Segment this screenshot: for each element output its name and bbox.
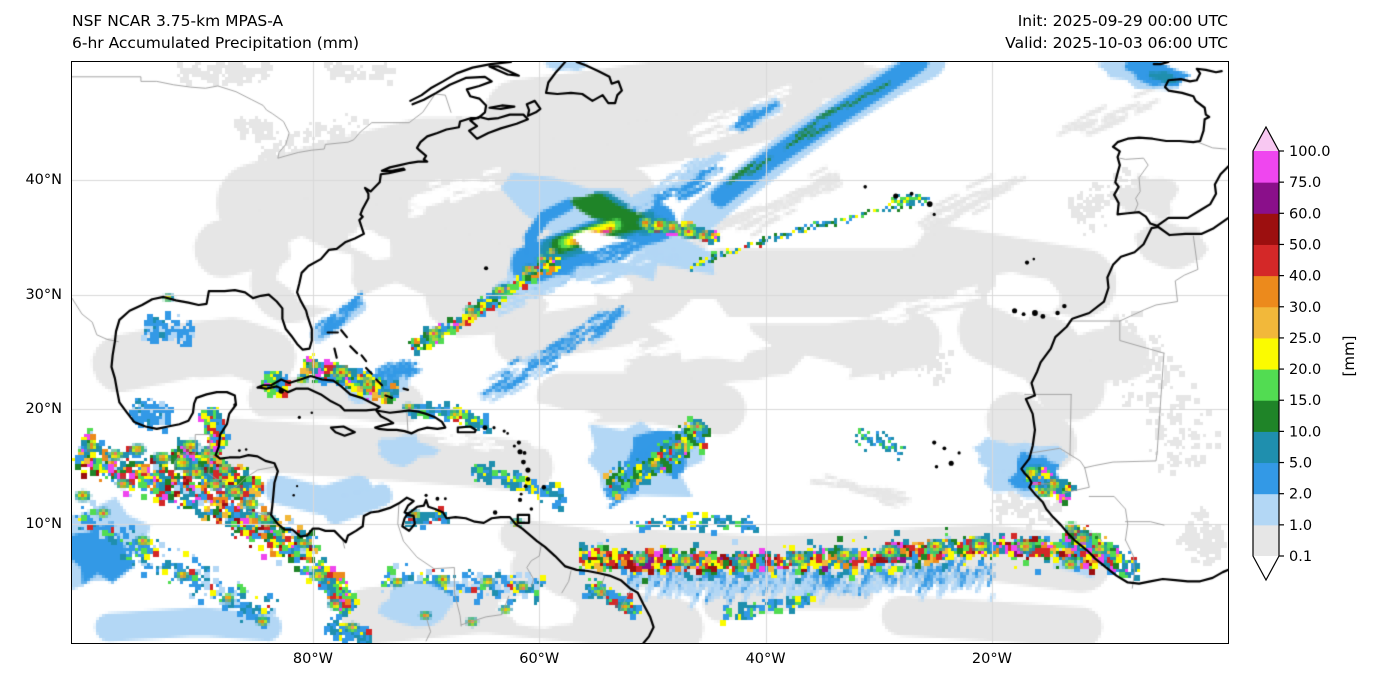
title-line-1: NSF NCAR 3.75-km MPAS-A bbox=[72, 12, 284, 30]
colorbar-tick-label: 10.0 bbox=[1289, 424, 1321, 440]
colorbar-segment bbox=[1253, 244, 1279, 277]
lon-tick-label: 80°W bbox=[292, 651, 333, 667]
colorbar-under-arrow bbox=[1253, 556, 1279, 580]
colorbar-segment bbox=[1253, 306, 1279, 339]
lat-tick-label: 30°N bbox=[25, 286, 62, 303]
colorbar-tick-label: 100.0 bbox=[1289, 144, 1331, 160]
valid-time: Valid: 2025-10-03 06:00 UTC bbox=[1005, 34, 1228, 52]
lon-tick-label: 20°W bbox=[971, 651, 1012, 667]
colorbar-segment bbox=[1253, 213, 1279, 245]
colorbar-tick-label: 1.0 bbox=[1289, 518, 1312, 534]
run-times: Init: 2025-09-29 00:00 UTC Valid: 2025-10… bbox=[1005, 10, 1228, 54]
colorbar-tick-label: 20.0 bbox=[1289, 362, 1321, 378]
title-line-2: 6-hr Accumulated Precipitation (mm) bbox=[72, 34, 359, 52]
colorbar-segment bbox=[1253, 493, 1279, 526]
colorbar-segment bbox=[1253, 400, 1279, 432]
colorbar-tick-label: 25.0 bbox=[1289, 331, 1321, 347]
colorbar-segment bbox=[1253, 182, 1279, 214]
colorbar-tick-label: 15.0 bbox=[1289, 393, 1321, 409]
colorbar-tick-label: 50.0 bbox=[1289, 237, 1321, 253]
colorbar-tick-label: 2.0 bbox=[1289, 487, 1312, 503]
lat-tick-label: 10°N bbox=[25, 515, 62, 532]
figure-title: NSF NCAR 3.75-km MPAS-A 6-hr Accumulated … bbox=[72, 10, 359, 54]
colorbar-segment bbox=[1253, 369, 1279, 401]
colorbar-tick-label: 40.0 bbox=[1289, 269, 1321, 285]
lon-tick-label: 60°W bbox=[519, 651, 560, 667]
lat-tick-label: 20°N bbox=[25, 401, 62, 418]
init-time: Init: 2025-09-29 00:00 UTC bbox=[1017, 12, 1228, 30]
colorbar-over-arrow bbox=[1253, 127, 1279, 151]
precipitation-map-canvas bbox=[72, 62, 1228, 643]
colorbar-tick-label: 75.0 bbox=[1289, 175, 1321, 191]
colorbar-segment bbox=[1253, 151, 1279, 183]
lat-tick-label: 40°N bbox=[25, 171, 62, 188]
colorbar-segment bbox=[1253, 431, 1279, 464]
colorbar: 0.1 1.0 2.0 5.0 10.0 15.0 20.0 25.0 30.0 40.0 50.0… bbox=[1252, 125, 1331, 582]
colorbar-tick-label: 30.0 bbox=[1289, 300, 1321, 316]
colorbar-tick-label: 5.0 bbox=[1289, 456, 1312, 472]
map-area bbox=[71, 61, 1229, 644]
colorbar-segment bbox=[1253, 275, 1279, 308]
colorbar-segment bbox=[1253, 462, 1279, 495]
colorbar-tick-label: 60.0 bbox=[1289, 206, 1321, 222]
colorbar-tick-label: 0.1 bbox=[1289, 549, 1312, 565]
colorbar-unit-label: [mm] bbox=[1340, 335, 1358, 377]
colorbar-segment bbox=[1253, 337, 1279, 370]
lon-tick-label: 40°W bbox=[745, 651, 786, 667]
colorbar-segment bbox=[1253, 524, 1279, 557]
